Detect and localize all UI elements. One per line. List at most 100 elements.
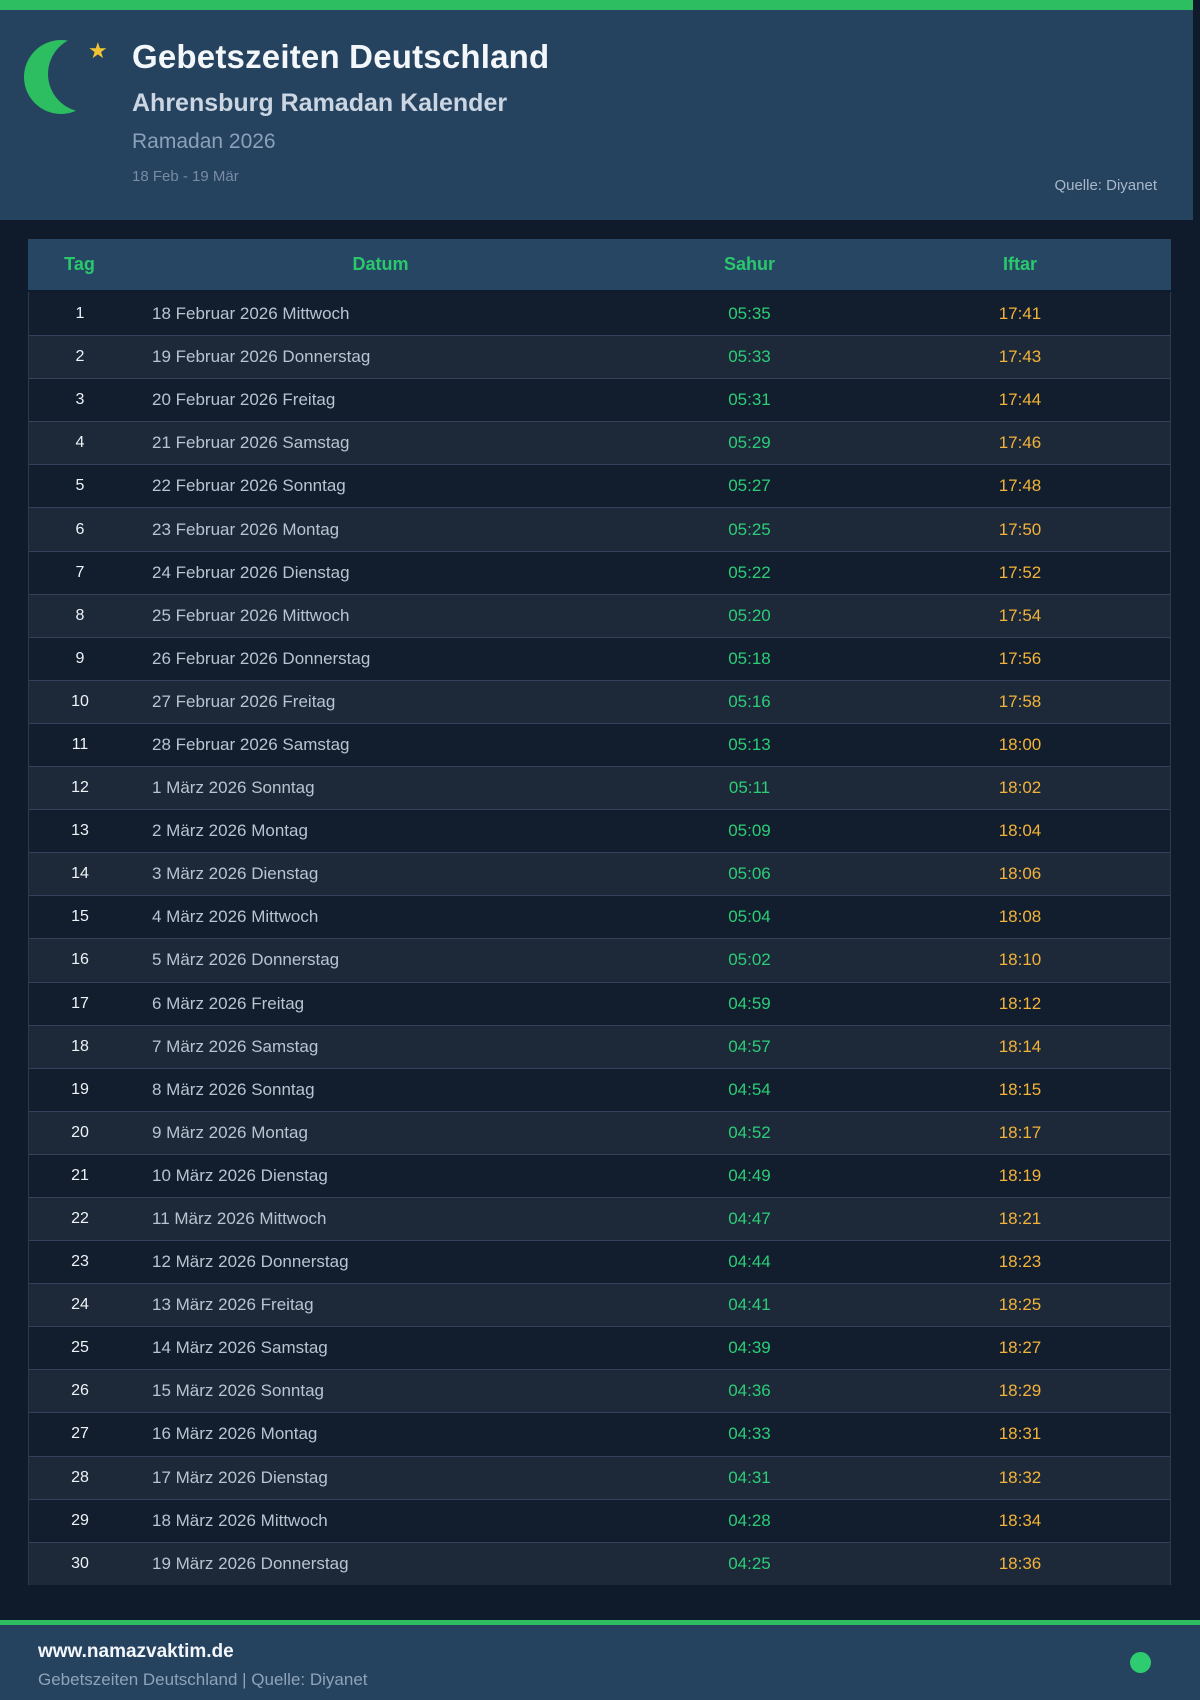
cell-iftar: 18:15 [998, 1079, 1042, 1099]
cell-sahur: 04:28 [728, 1510, 771, 1530]
cell-datum: 18 Februar 2026 Mittwoch [152, 303, 350, 323]
crescent-moon-icon [1, 17, 124, 137]
cell-iftar: 18:19 [998, 1165, 1042, 1185]
cell-sahur: 04:41 [728, 1295, 771, 1315]
cell-datum: 6 März 2026 Freitag [152, 993, 305, 1013]
cell-datum: 8 März 2026 Sonntag [152, 1079, 315, 1099]
cell-iftar: 17:48 [998, 476, 1042, 496]
cell-datum: 27 Februar 2026 Freitag [152, 691, 336, 711]
footer: www.namazvaktim.de Gebetszeiten Deutschl… [0, 1625, 1200, 1700]
cell-sahur: 05:27 [728, 476, 771, 496]
column-header-iftar: Iftar [1002, 254, 1037, 274]
cell-sahur: 05:25 [728, 519, 771, 539]
cell-datum: 26 Februar 2026 Donnerstag [152, 648, 371, 668]
cell-iftar: 17:41 [998, 303, 1042, 323]
cell-tag: 17 [71, 994, 89, 1012]
cell-sahur: 04:59 [728, 993, 771, 1013]
cell-tag: 27 [71, 1425, 89, 1443]
cell-tag: 16 [71, 951, 89, 969]
table-row: 5 22 Februar 2026 Sonntag 05:27 17:48 [29, 464, 1170, 508]
cell-iftar: 17:43 [998, 347, 1042, 367]
table-row: 7 24 Februar 2026 Dienstag 05:22 17:52 [29, 550, 1170, 594]
cell-sahur: 05:33 [728, 347, 771, 367]
cell-iftar: 18:21 [998, 1209, 1042, 1229]
cell-datum: 5 März 2026 Donnerstag [152, 950, 340, 970]
cell-sahur: 05:04 [728, 907, 771, 927]
cell-iftar: 17:58 [998, 691, 1042, 711]
cell-datum: 23 Februar 2026 Montag [152, 519, 340, 539]
cell-sahur: 05:20 [728, 605, 771, 625]
table-row: 8 25 Februar 2026 Mittwoch 05:20 17:54 [29, 593, 1170, 637]
table-row: 11 28 Februar 2026 Samstag 05:13 18:00 [29, 722, 1170, 767]
cell-sahur: 04:33 [728, 1424, 771, 1444]
prayer-times-table: Tag Datum Sahur Iftar 1 18 Februar 2026 M… [28, 239, 1171, 1585]
cell-sahur: 04:57 [728, 1036, 771, 1056]
table-header-row: Tag Datum Sahur Iftar [28, 239, 1171, 290]
cell-datum: 24 Februar 2026 Dienstag [152, 562, 350, 582]
cell-tag: 13 [71, 822, 89, 840]
cell-tag: 3 [75, 391, 85, 409]
table-row: 15 4 März 2026 Mittwoch 05:04 18:08 [29, 895, 1170, 939]
cell-iftar: 18:32 [998, 1467, 1042, 1487]
cell-iftar: 17:56 [998, 648, 1042, 668]
cell-datum: 22 Februar 2026 Sonntag [152, 476, 346, 496]
cell-datum: 14 März 2026 Samstag [152, 1338, 328, 1358]
cell-datum: 21 Februar 2026 Samstag [152, 433, 350, 453]
cell-sahur: 04:39 [728, 1338, 771, 1358]
cell-iftar: 17:54 [998, 605, 1042, 625]
table-row: 18 7 März 2026 Samstag 04:57 18:14 [29, 1024, 1170, 1068]
table-row: 12 1 März 2026 Sonntag 05:11 18:02 [29, 766, 1170, 810]
header: ★ Gebetszeiten Deutschland Ahrensburg Ra… [0, 10, 1193, 220]
cell-datum: 19 März 2026 Donnerstag [152, 1553, 349, 1573]
cell-datum: 16 März 2026 Montag [152, 1424, 318, 1444]
column-header-datum: Datum [352, 254, 409, 274]
cell-tag: 14 [71, 865, 89, 883]
cell-iftar: 17:46 [998, 433, 1042, 453]
cell-datum: 7 März 2026 Samstag [152, 1036, 319, 1056]
cell-tag: 19 [71, 1080, 89, 1098]
table-row: 30 19 März 2026 Donnerstag 04:25 18:36 [29, 1541, 1170, 1585]
star-icon: ★ [88, 38, 108, 63]
table-row: 24 13 März 2026 Freitag 04:41 18:25 [29, 1283, 1170, 1327]
cell-iftar: 17:52 [998, 562, 1042, 582]
cell-iftar: 18:06 [998, 864, 1042, 884]
page-title: Gebetszeiten Deutschland [132, 38, 550, 75]
cell-tag: 5 [75, 477, 85, 495]
cell-datum: 25 Februar 2026 Mittwoch [152, 605, 350, 625]
cell-datum: 1 März 2026 Sonntag [152, 778, 315, 798]
cell-tag: 28 [71, 1468, 89, 1486]
cell-iftar: 18:25 [998, 1295, 1042, 1315]
cell-iftar: 18:23 [998, 1252, 1042, 1272]
table-row: 25 14 März 2026 Samstag 04:39 18:27 [29, 1326, 1170, 1370]
table-row: 19 8 März 2026 Sonntag 04:54 18:15 [29, 1067, 1170, 1111]
cell-iftar: 18:08 [998, 907, 1042, 927]
cell-tag: 11 [71, 735, 89, 753]
cell-tag: 24 [71, 1296, 89, 1314]
table-row: 17 6 März 2026 Freitag 04:59 18:12 [29, 981, 1170, 1025]
cell-datum: 19 Februar 2026 Donnerstag [152, 347, 371, 367]
cell-tag: 6 [75, 520, 85, 538]
cell-iftar: 18:31 [998, 1424, 1042, 1444]
cell-datum: 9 März 2026 Montag [152, 1122, 308, 1142]
table-row: 27 16 März 2026 Montag 04:33 18:31 [29, 1412, 1170, 1456]
cell-sahur: 05:16 [728, 691, 771, 711]
cell-tag: 2 [75, 348, 85, 366]
table-row: 2 19 Februar 2026 Donnerstag 05:33 17:43 [29, 335, 1170, 379]
cell-tag: 26 [71, 1382, 89, 1400]
cell-sahur: 04:54 [728, 1079, 771, 1099]
table-row: 23 12 März 2026 Donnerstag 04:44 18:23 [29, 1240, 1170, 1284]
cell-sahur: 04:31 [728, 1467, 771, 1487]
cell-tag: 15 [71, 908, 89, 926]
cell-tag: 18 [71, 1037, 89, 1055]
table-row: 16 5 März 2026 Donnerstag 05:02 18:10 [29, 938, 1170, 982]
cell-datum: 28 Februar 2026 Samstag [152, 734, 350, 754]
cell-tag: 23 [71, 1253, 89, 1271]
cell-sahur: 05:02 [728, 950, 771, 970]
column-header-tag: Tag [64, 254, 95, 274]
cell-sahur: 05:13 [728, 734, 771, 754]
cell-sahur: 04:47 [728, 1209, 771, 1229]
cell-datum: 17 März 2026 Dienstag [152, 1467, 328, 1487]
cell-iftar: 18:12 [998, 993, 1042, 1013]
cell-tag: 1 [75, 304, 85, 322]
